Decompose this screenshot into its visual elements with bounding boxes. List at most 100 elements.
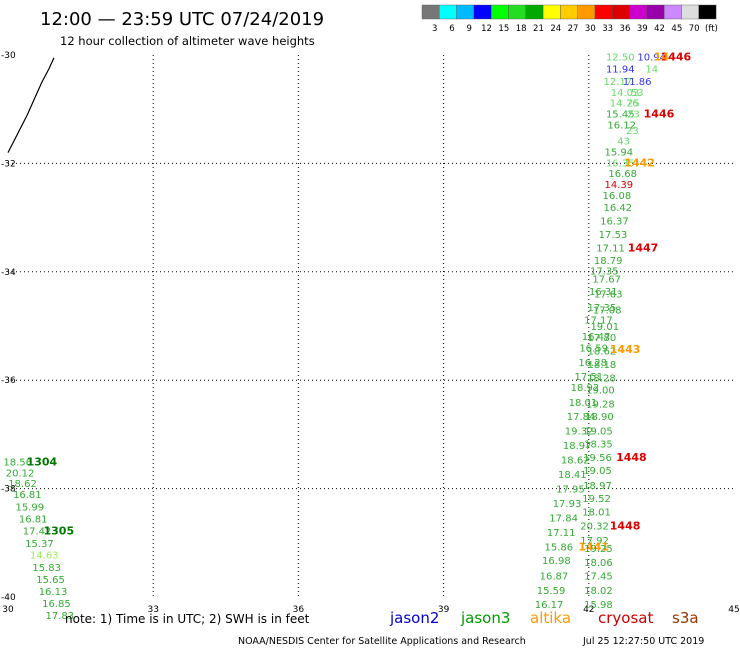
wave-height-value: 16.13: [39, 587, 68, 598]
wave-height-value: 16.12: [607, 120, 636, 131]
scale-label: 24: [550, 24, 561, 34]
wave-height-value: 53: [631, 88, 644, 99]
wave-height-value: 17.84: [549, 513, 578, 524]
wave-height-value: 19.32: [565, 427, 594, 438]
x-tick-label: 30: [2, 605, 14, 615]
wave-height-value: 16.17: [535, 600, 564, 611]
scale-label: 3: [432, 24, 437, 34]
scale-label: 12: [481, 24, 492, 34]
scale-label: (ft): [705, 24, 718, 34]
wave-height-value: 19.28: [586, 400, 615, 411]
wave-height-value: 16.08: [603, 191, 632, 202]
wave-height-value: 16.59: [579, 344, 608, 355]
wave-height-value: 17.08: [593, 306, 622, 317]
wave-height-value: 17.92: [580, 536, 609, 547]
y-tick-label: -34: [1, 268, 16, 278]
pass-time-label: 1446: [644, 108, 675, 121]
wave-height-value: 18.35: [584, 440, 613, 451]
scale-swatch: [525, 4, 544, 20]
wave-height-value: 16.37: [600, 216, 629, 227]
wave-height-value: 11.94: [606, 65, 635, 76]
wave-height-value: 17.80: [588, 333, 617, 344]
wave-height-value: 18.18: [588, 360, 617, 371]
scale-label: 36: [620, 24, 631, 34]
wave-height-value: 16.68: [608, 169, 637, 180]
color-scale: 3 6 9 12 15 18 21 24 27 30 33 36 39 42 45 70 (ft): [421, 4, 718, 34]
legend-jason2: jason2: [389, 609, 439, 627]
page-title: 12:00 — 23:59 UTC 07/24/2019: [40, 9, 324, 30]
pass-time-label: 1442: [624, 156, 655, 169]
wave-height-value: 15.59: [537, 586, 566, 597]
scale-swatch: [508, 4, 526, 20]
scale-label: 70: [689, 24, 700, 34]
wave-height-value: 18.06: [584, 558, 613, 569]
scale-label: 45: [671, 24, 682, 34]
y-tick-label: -32: [1, 159, 16, 169]
wave-height-value: 17.53: [599, 230, 628, 241]
wave-height-value: 17.42: [23, 526, 52, 537]
scale-swatch: [698, 4, 717, 20]
scale-swatch: [664, 4, 682, 20]
satellite-legend: jason2 jason3 altika cryosat s3a: [389, 609, 699, 627]
wave-height-value: 18.01: [582, 507, 611, 518]
wave-height-value: 17.93: [553, 499, 582, 510]
scale-swatch: [646, 4, 665, 20]
wave-height-value: 15.45: [606, 110, 635, 121]
wave-height-value: 16.85: [42, 599, 71, 610]
wave-height-value: 20.12: [6, 468, 35, 479]
wave-height-value: 19.56: [583, 453, 612, 464]
wave-height-value: 16.81: [19, 514, 48, 525]
wave-height-value: 15.94: [604, 147, 633, 158]
scale-swatch: [456, 4, 475, 20]
wave-height-value: 18.41: [558, 470, 587, 481]
wave-height-value: 18.01: [569, 398, 598, 409]
wave-height-value: 15.37: [25, 539, 54, 550]
y-tick-label: -30: [1, 51, 16, 61]
scale-label: 21: [533, 24, 544, 34]
wave-height-value: 15.65: [36, 575, 65, 586]
wave-height-value: 19.25: [584, 544, 613, 555]
x-tick-label: 45: [728, 605, 739, 615]
wave-height-value: 11.86: [623, 77, 652, 88]
footer-timestamp: Jul 25 12:27:50 UTC 2019: [582, 636, 704, 647]
wave-height-value: 25: [627, 99, 640, 110]
x-tick-label: 33: [147, 605, 158, 615]
footer-credit: NOAA/NESDIS Center for Satellite Applica…: [238, 636, 526, 647]
wave-height-value: 18.90: [585, 412, 614, 423]
plot-grid: [8, 55, 734, 597]
wave-height-value: 17.67: [592, 274, 621, 285]
wave-height-value: 14: [645, 65, 658, 76]
scale-swatch: [577, 4, 596, 20]
wave-height-value: 17.11: [596, 243, 625, 254]
wave-height-value: 16.81: [13, 490, 42, 501]
y-tick-label: -36: [1, 376, 16, 386]
scale-swatch: [681, 4, 699, 20]
scale-label: 30: [585, 24, 596, 34]
pass-time-label: 1443: [610, 343, 641, 356]
pass-time-label: 1304: [27, 456, 58, 469]
page-subtitle: 12 hour collection of altimeter wave hei…: [60, 34, 315, 48]
wave-height-value: 18.92: [571, 383, 600, 394]
wave-height-value: 17.84: [567, 412, 596, 423]
legend-s3a: s3a: [672, 609, 699, 627]
wave-height-value: 16.87: [540, 571, 569, 582]
wave-height-value: 17.51: [574, 372, 603, 383]
scale-swatch: [473, 4, 492, 20]
wave-height-value: 15.98: [584, 600, 613, 611]
wave-height-value: 14.03: [611, 88, 640, 99]
scale-swatch: [594, 4, 613, 20]
scale-label: 33: [602, 24, 613, 34]
scale-swatch: [491, 4, 509, 20]
wave-height-value: 17.45: [584, 571, 613, 582]
scale-swatch: [421, 4, 440, 20]
wave-height-value: 16.42: [604, 203, 633, 214]
wave-height-value: 16.35: [606, 158, 635, 169]
wave-height-value: 14.76: [610, 99, 639, 110]
y-tick-label: -38: [1, 485, 16, 495]
wave-height-value: 43: [617, 137, 630, 148]
wave-height-value: 19.01: [590, 322, 619, 333]
legend-cryosat: cryosat: [598, 609, 653, 627]
wave-height-value: 18.97: [563, 441, 592, 452]
wave-height-value: 19.05: [584, 427, 613, 438]
